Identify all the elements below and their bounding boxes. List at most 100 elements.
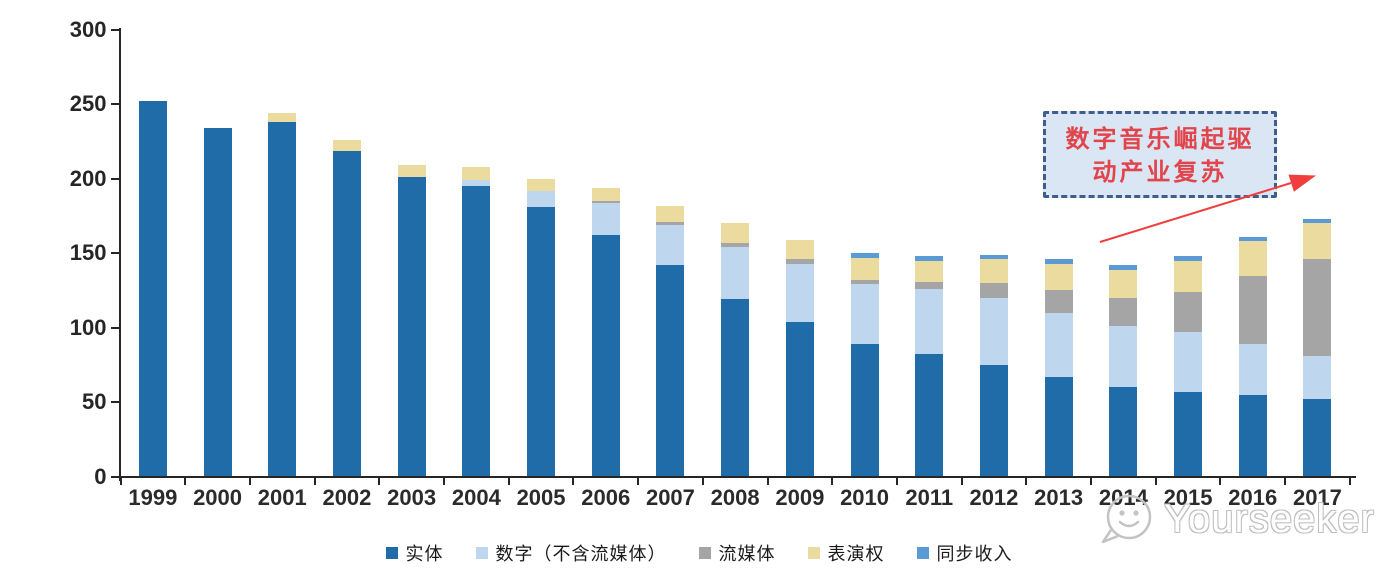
bar-segment-实体-2011 xyxy=(915,354,944,477)
legend-label: 同步收入 xyxy=(936,544,1013,565)
bar-segment-表演权-2016 xyxy=(1238,241,1267,276)
bar-segment-实体-2008 xyxy=(721,299,750,477)
bar-2013 xyxy=(1044,259,1073,477)
bar-segment-流媒体-2012 xyxy=(979,283,1008,298)
annotation-callout-box: 数字音乐崛起驱 动产业复苏 xyxy=(1043,111,1277,198)
x-axis-tick xyxy=(572,477,575,485)
x-axis-label-2000: 2000 xyxy=(193,484,243,510)
legend-label: 数字（不含流媒体） xyxy=(495,544,667,565)
bar-2008 xyxy=(721,223,750,477)
x-axis-tick xyxy=(766,477,769,485)
x-axis-tick xyxy=(378,477,381,485)
x-axis-tick xyxy=(831,477,834,485)
watermark: Yourseeker xyxy=(1096,490,1375,548)
bar-segment-实体-2007 xyxy=(656,265,685,477)
legend-swatch-icon xyxy=(916,547,929,559)
bar-segment-同步收入-2010 xyxy=(850,253,879,258)
bar-segment-表演权-2013 xyxy=(1044,263,1073,291)
bar-2017 xyxy=(1303,219,1332,477)
bar-segment-实体-2005 xyxy=(527,207,556,477)
x-axis-tick xyxy=(1284,477,1287,485)
legend-item-实体: 实体 xyxy=(385,540,444,566)
legend-swatch-icon xyxy=(698,547,711,559)
bar-2002 xyxy=(332,140,361,477)
annotation-text-line1: 数字音乐崛起驱 xyxy=(1065,123,1255,153)
legend-item-同步收入: 同步收入 xyxy=(916,540,1013,566)
legend-item-表演权: 表演权 xyxy=(807,540,885,566)
y-axis-tick-label: 300 xyxy=(69,17,107,42)
y-axis-tick xyxy=(110,475,119,478)
legend-item-数字（不含流媒体）: 数字（不含流媒体） xyxy=(475,540,667,566)
legend-swatch-icon xyxy=(807,547,820,559)
bar-segment-数字（不含流媒体）-2010 xyxy=(850,284,879,344)
y-axis-tick xyxy=(110,29,119,31)
x-axis-label-2001: 2001 xyxy=(257,484,307,510)
x-axis-tick xyxy=(701,477,704,485)
x-axis-label-2011: 2011 xyxy=(905,484,954,510)
y-axis-tick-label: 250 xyxy=(69,91,107,117)
bar-2016 xyxy=(1238,236,1267,477)
bar-2011 xyxy=(915,256,944,477)
bar-segment-流媒体-2009 xyxy=(785,259,814,264)
bar-segment-表演权-2010 xyxy=(850,257,879,281)
x-axis-tick xyxy=(1348,477,1351,485)
x-axis-tick xyxy=(1025,477,1028,485)
bar-segment-数字（不含流媒体）-2012 xyxy=(979,297,1008,365)
x-axis-label-2003: 2003 xyxy=(387,484,437,510)
bar-segment-实体-2015 xyxy=(1174,391,1203,477)
bar-1999 xyxy=(138,101,167,477)
bar-segment-实体-2009 xyxy=(785,321,814,477)
bar-segment-表演权-2009 xyxy=(785,239,814,260)
bar-segment-表演权-2006 xyxy=(591,187,620,202)
bar-segment-同步收入-2015 xyxy=(1174,256,1203,261)
x-axis-label-2008: 2008 xyxy=(710,484,760,510)
bar-segment-数字（不含流媒体）-2008 xyxy=(721,247,750,300)
x-axis-label-1999: 1999 xyxy=(128,484,178,510)
x-axis-label-2012: 2012 xyxy=(969,484,1019,510)
bar-segment-表演权-2005 xyxy=(527,178,556,191)
y-axis-tick-label: 0 xyxy=(94,463,107,489)
legend-label: 表演权 xyxy=(827,544,885,565)
bar-2000 xyxy=(203,128,232,477)
bar-segment-流媒体-2008 xyxy=(721,242,750,248)
x-axis-tick xyxy=(313,477,316,485)
bar-segment-表演权-2004 xyxy=(462,166,491,181)
legend-item-流媒体: 流媒体 xyxy=(698,540,776,566)
chart-legend: 实体 数字（不含流媒体） 流媒体 表演权 同步收入 xyxy=(0,540,1398,566)
bar-segment-数字（不含流媒体）-2005 xyxy=(527,190,556,208)
x-axis-tick xyxy=(960,477,963,485)
x-axis-tick xyxy=(1090,477,1092,485)
x-axis-tick xyxy=(637,477,640,485)
y-axis-tick xyxy=(110,177,119,180)
bar-segment-同步收入-2014 xyxy=(1109,265,1138,270)
y-axis-tick xyxy=(110,252,119,255)
bar-segment-同步收入-2017 xyxy=(1303,219,1332,224)
bar-segment-数字（不含流媒体）-2013 xyxy=(1044,312,1073,377)
x-axis-label-2016: 2016 xyxy=(1228,484,1278,510)
bar-2010 xyxy=(850,253,879,477)
x-axis-label-2004: 2004 xyxy=(451,484,501,510)
bar-segment-流媒体-2014 xyxy=(1109,297,1138,327)
bar-2003 xyxy=(397,165,426,477)
bar-segment-实体-1999 xyxy=(138,101,167,477)
bar-segment-表演权-2003 xyxy=(397,165,426,178)
bar-2014 xyxy=(1109,265,1138,477)
x-axis-tick xyxy=(507,477,510,485)
bar-segment-流媒体-2017 xyxy=(1303,259,1332,356)
bar-segment-表演权-2008 xyxy=(721,223,750,243)
bar-segment-实体-2014 xyxy=(1109,387,1138,477)
bar-2012 xyxy=(979,254,1008,477)
x-axis-tick xyxy=(443,477,445,485)
x-axis-line xyxy=(118,476,1356,478)
bar-segment-数字（不含流媒体）-2011 xyxy=(915,288,944,355)
legend-swatch-icon xyxy=(385,547,398,559)
bar-segment-流媒体-2016 xyxy=(1238,275,1267,344)
bar-segment-数字（不含流媒体）-2007 xyxy=(656,224,685,266)
bar-segment-表演权-2007 xyxy=(656,205,685,222)
bar-segment-实体-2002 xyxy=(332,150,361,477)
x-axis-label-2010: 2010 xyxy=(840,484,890,510)
bar-segment-数字（不含流媒体）-2004 xyxy=(462,180,491,187)
y-axis-tick xyxy=(110,326,119,329)
bar-segment-实体-2012 xyxy=(979,364,1008,477)
